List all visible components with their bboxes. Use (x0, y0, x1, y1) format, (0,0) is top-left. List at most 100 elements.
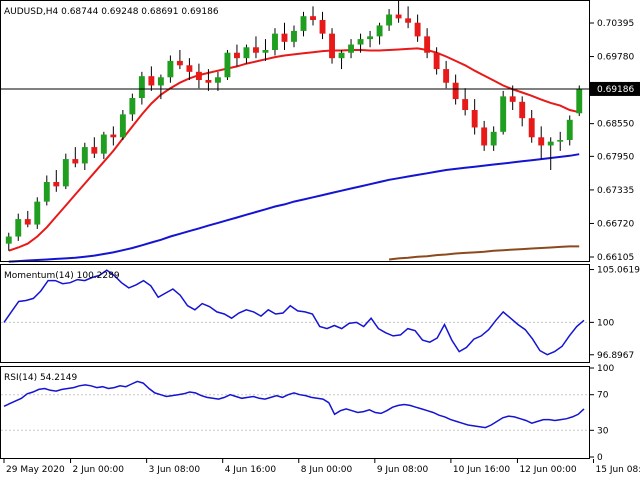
candle-body-down (519, 101, 526, 119)
candle (186, 58, 193, 80)
time-tick-label: 12 Jun 00:00 (519, 465, 576, 475)
candle-body-up (348, 44, 354, 53)
candle-body-down (509, 96, 516, 102)
price-y-tick-label: 0.68550 (597, 120, 634, 130)
candle (34, 197, 41, 229)
candle-body-down (72, 159, 79, 164)
indicator-y-tick-label: 100 (597, 364, 614, 374)
candle (62, 153, 69, 190)
candle (452, 74, 459, 105)
candle (367, 30, 374, 48)
candle (176, 50, 183, 70)
candle-body-up (300, 16, 307, 31)
candle (329, 28, 335, 64)
candle (509, 85, 516, 110)
candle (519, 96, 526, 127)
candle (395, 0, 402, 23)
candle-body-up (224, 52, 231, 78)
candle-body-up (119, 114, 126, 138)
candle-body-down (452, 82, 459, 100)
candle (490, 126, 497, 151)
candle (462, 88, 469, 116)
candle-body-down (462, 99, 469, 110)
current-price-tag-bg (590, 81, 640, 96)
candle-body-down (395, 14, 402, 19)
candle-body-down (148, 76, 155, 86)
candle-body-up (34, 201, 41, 225)
ma-200-line (388, 245, 580, 261)
rsi-y-axis: 100 70 30 0 (590, 364, 614, 463)
candle-body-down (24, 219, 31, 225)
candle-body-down (186, 65, 193, 72)
candle-body-down (481, 127, 488, 146)
candle-body-down (538, 137, 545, 146)
price-panel: AUDUSD,H4 0.68744 0.69248 0.68691 0.6918… (0, 0, 640, 263)
candle-body-down (110, 134, 117, 138)
candle-body-down (319, 20, 326, 34)
candle-body-down (405, 18, 412, 23)
time-tick-label: 4 Jun 16:00 (225, 465, 277, 475)
time-tick-label: 10 Jun 16:00 (453, 465, 510, 475)
candle-body-down (310, 16, 316, 20)
candle-body-down (471, 110, 478, 128)
momentum-line (3, 269, 585, 356)
time-tick-label: 15 Jun 08:00 (596, 465, 640, 475)
indicator-y-tick-label: 30 (597, 426, 609, 436)
moving-average-lines (8, 47, 580, 263)
candle (443, 60, 450, 89)
rsi-panel-frame (0, 366, 590, 459)
candle-body-up (262, 50, 269, 53)
candle-body-up (167, 60, 174, 78)
candle-body-up (157, 77, 164, 86)
candle-body-down (433, 52, 440, 70)
candlesticks (5, 0, 583, 251)
indicator-y-tick-label: 96.8967 (597, 351, 634, 361)
candle (528, 110, 535, 143)
time-tick-label: 29 May 2020 (6, 465, 65, 475)
candle (262, 39, 269, 61)
candle-body-up (490, 131, 497, 146)
candle (538, 126, 545, 160)
candle (357, 33, 364, 53)
rsi-line (3, 380, 585, 429)
candle (319, 11, 326, 40)
time-tick-label: 3 Jun 08:00 (149, 465, 201, 475)
candle (557, 131, 564, 151)
candle-body-up (566, 119, 573, 140)
candle (129, 93, 136, 121)
candle-body-up (357, 39, 364, 45)
candle-body-down (528, 118, 535, 138)
current-price-tag: 0.69186 (590, 81, 640, 96)
candle (547, 137, 554, 170)
candle (234, 44, 240, 67)
price-y-tick-label: 0.66720 (597, 219, 634, 229)
candle-body-up (500, 96, 507, 132)
candle (243, 44, 250, 64)
candle-body-up (338, 52, 345, 59)
candle (300, 11, 307, 37)
candle-body-up (81, 147, 88, 164)
candle (471, 99, 478, 135)
rsi-panel-title: RSI(14) 54.2149 (4, 373, 77, 383)
candle (433, 47, 440, 75)
candle (110, 126, 117, 146)
candle (414, 14, 421, 42)
candle-body-down (424, 36, 431, 53)
candle-body-down (281, 33, 288, 42)
candle (119, 110, 126, 140)
candle-body-down (205, 80, 212, 83)
time-axis: 29 May 2020 2 Jun 00:00 3 Jun 08:00 4 Jun 1… (3, 459, 640, 475)
rsi-panel: RSI(14) 54.2149 100 70 30 0 (0, 364, 614, 463)
time-tick-label: 8 Jun 00:00 (301, 465, 353, 475)
candle (224, 50, 231, 80)
candle-body-down (176, 60, 183, 66)
candle (253, 36, 259, 59)
candle (405, 6, 412, 29)
price-y-tick-label: 0.66105 (597, 253, 634, 263)
candle (272, 28, 278, 56)
candle (81, 142, 88, 170)
indicator-y-tick-label: 105.0619 (597, 266, 640, 276)
candle-body-up (43, 182, 50, 202)
candle (281, 22, 288, 50)
